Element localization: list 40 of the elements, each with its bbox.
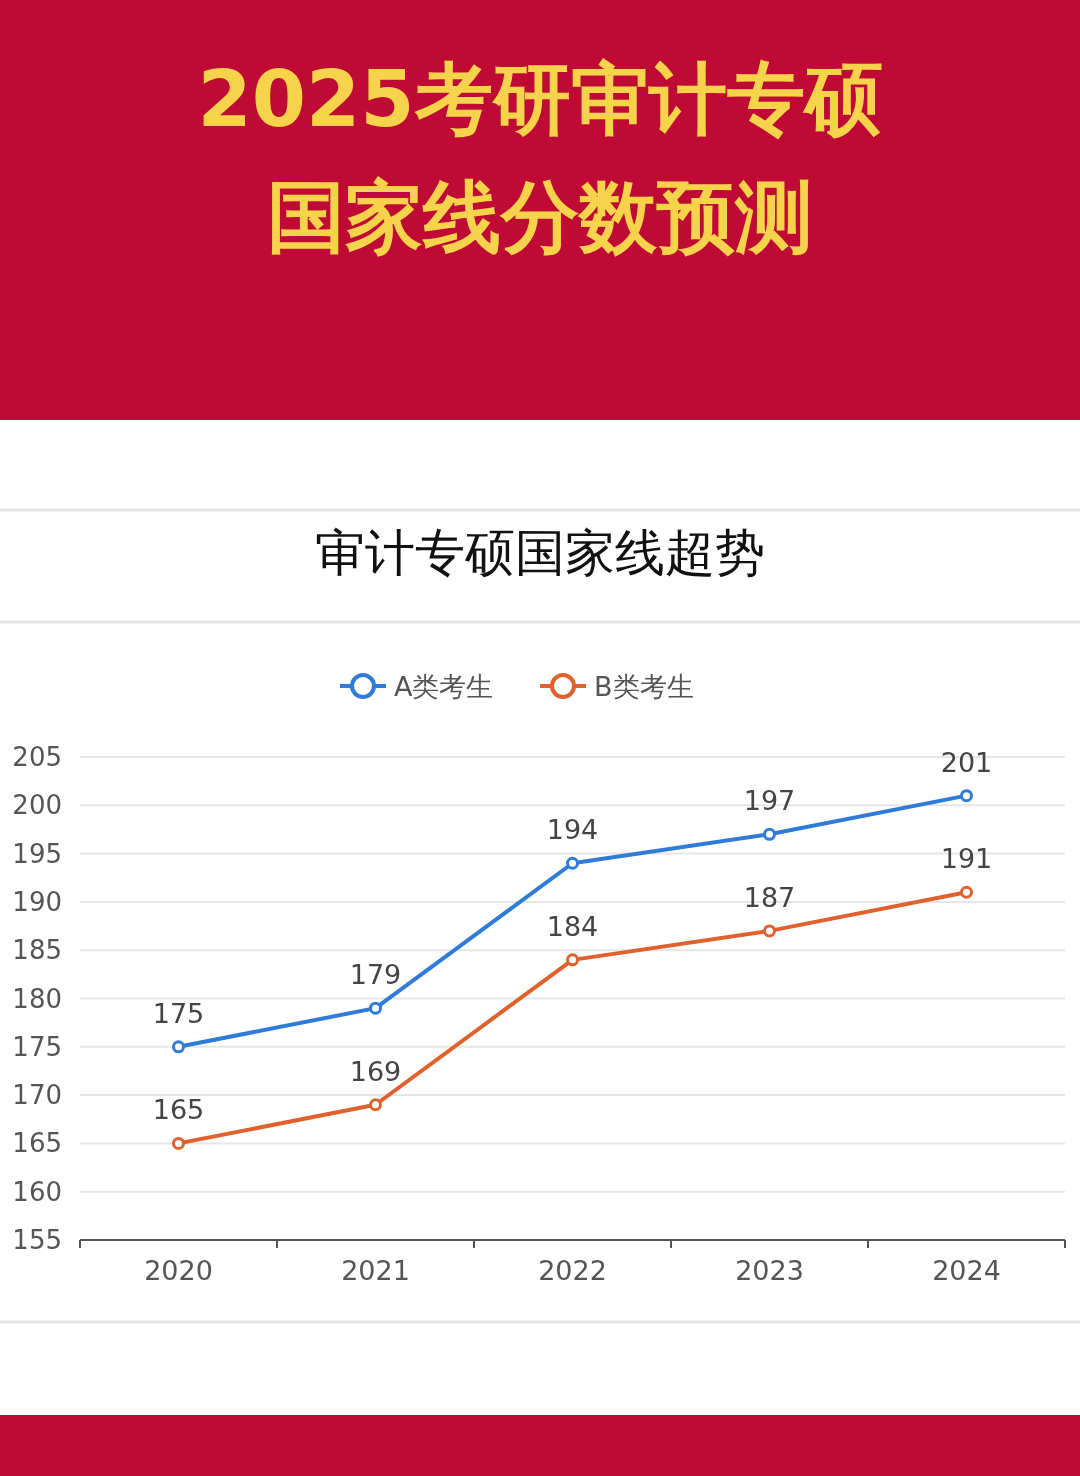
data-label: 184 [546,910,599,942]
point [566,953,579,967]
y-tick-label: 195 [12,838,62,869]
title: 2025考研审计专硕国家线分数预测 [196,53,884,264]
y-tick-label: 180 [12,983,62,1014]
x-tick-label: 2022 [538,1255,607,1286]
y-tick-label: 170 [12,1080,62,1111]
y-tick-label: 155 [12,1225,62,1255]
y-tick-label: 160 [12,1176,62,1207]
y-tick-label: 190 [12,886,62,917]
data-label: 201 [940,746,993,778]
y-tick-label: 165 [12,1128,62,1159]
point [960,885,973,899]
data-label: 197 [743,785,796,817]
x-tick-label: 2021 [341,1255,410,1286]
data-label: 194 [546,814,599,846]
legend-label: A类考生 [394,671,494,702]
x-tick-label: 2020 [144,1255,213,1286]
point [566,856,579,870]
data-label: 165 [152,1094,205,1126]
x-tick-label: 2023 [735,1255,804,1286]
point [172,1040,185,1054]
y-tick-label: 175 [12,1031,62,1062]
data-label: 187 [743,881,796,913]
y-tick-label: 185 [12,935,62,966]
point [763,827,776,841]
point [172,1136,185,1150]
x-tick-label: 2024 [932,1255,1001,1286]
y-tick-label: 205 [12,742,62,772]
data-label: 175 [152,997,205,1029]
point [763,924,776,938]
point [369,1098,382,1112]
data-label: 191 [940,843,993,875]
legend-label: B类考生 [594,671,694,702]
point [960,789,973,803]
data-label: 179 [349,959,402,991]
point [369,1001,382,1015]
data-label: 169 [349,1055,402,1087]
y-tick-label: 200 [12,790,62,821]
subtitle: 审计专硕国家线超势 [315,524,765,582]
